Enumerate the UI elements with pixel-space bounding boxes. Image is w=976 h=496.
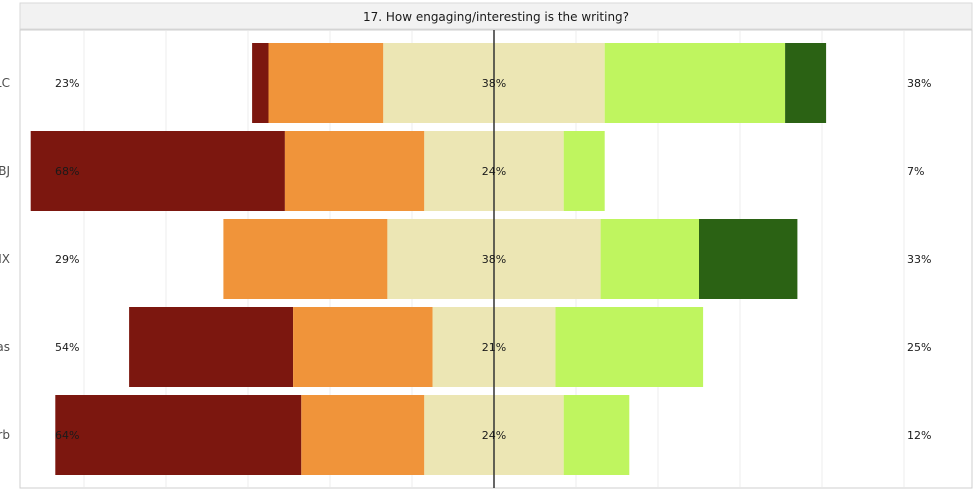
bar-segment-LC-1 [268, 43, 384, 123]
left-percent-label: 29% [55, 253, 79, 266]
left-percent-label: 54% [55, 341, 79, 354]
right-percent-label: 12% [907, 429, 931, 442]
bar-segment-LC-3 [604, 43, 786, 123]
bar-segment-rb-0 [55, 395, 302, 475]
bar-segment-IX-4 [699, 219, 798, 299]
row-label: as [0, 340, 10, 354]
neutral-percent-label: 38% [482, 253, 506, 266]
bar-segment-as-0 [129, 307, 294, 387]
bar-segment-BJ-3 [563, 131, 605, 211]
bar-segment-as-1 [293, 307, 433, 387]
left-percent-label: 23% [55, 77, 79, 90]
right-percent-label: 38% [907, 77, 931, 90]
bar-segment-as-3 [555, 307, 704, 387]
left-percent-label: 68% [55, 165, 79, 178]
bar-segment-LC-0 [252, 43, 269, 123]
neutral-percent-label: 24% [482, 429, 506, 442]
bar-segment-LC-4 [785, 43, 827, 123]
row-label: BJ [0, 164, 10, 178]
bar-segment-BJ-1 [284, 131, 425, 211]
right-percent-label: 7% [907, 165, 924, 178]
row-label: IX [0, 252, 10, 266]
bar-segment-BJ-0 [30, 131, 285, 211]
bar-segment-rb-1 [301, 395, 425, 475]
strip-background [19, 2, 973, 30]
right-percent-label: 33% [907, 253, 931, 266]
left-percent-label: 64% [55, 429, 79, 442]
neutral-percent-label: 21% [482, 341, 506, 354]
neutral-percent-label: 38% [482, 77, 506, 90]
row-label: LC [0, 76, 10, 90]
labels: LC 23% 38% 38% BJ 68% 24% 7% IX 29% 38% 33% as 54% 21%… [0, 76, 931, 442]
bar-segment-rb-3 [563, 395, 630, 475]
chart-title: 17. How engaging/interesting is the writ… [363, 10, 629, 24]
right-percent-label: 25% [907, 341, 931, 354]
bar-segment-IX-3 [600, 219, 699, 299]
row-label: rb [0, 428, 10, 442]
neutral-percent-label: 24% [482, 165, 506, 178]
bar-segment-IX-1 [223, 219, 388, 299]
